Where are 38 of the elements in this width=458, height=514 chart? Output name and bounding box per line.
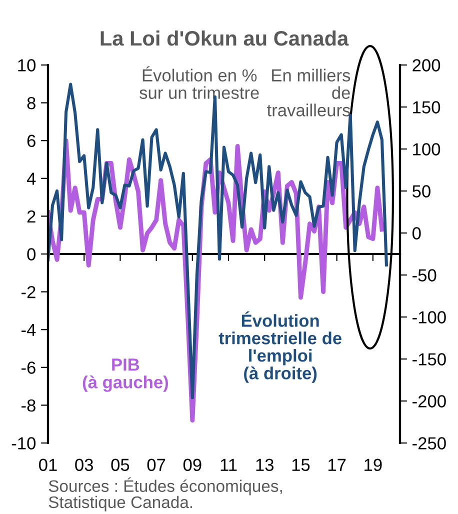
x-tick-label: 01 bbox=[39, 458, 57, 472]
x-tick-label: 15 bbox=[292, 458, 310, 472]
y-tick-label: -8 bbox=[22, 399, 36, 412]
chart-title: La Loi d'Okun au Canada bbox=[100, 30, 349, 46]
y2-tick-label: -250 bbox=[412, 437, 446, 450]
annotation: En milliers de travailleurs bbox=[267, 68, 350, 116]
x-tick-label: 03 bbox=[75, 458, 93, 472]
y-tick-label: -2 bbox=[22, 286, 36, 298]
y2-tick-label: -50 bbox=[412, 269, 436, 282]
y2-tick-label: 0 bbox=[412, 227, 421, 240]
y-tick-label: -6 bbox=[22, 362, 36, 374]
y-tick-label: -10 bbox=[12, 437, 36, 450]
y-tick-label: 4 bbox=[26, 172, 36, 185]
source-note: Sources : Études économiques, Statistique Canada. bbox=[48, 477, 282, 512]
x-tick-label: 07 bbox=[147, 458, 166, 472]
y-tick-label: 8 bbox=[27, 96, 36, 110]
y2-tick-label: -100 bbox=[412, 311, 446, 324]
x-tick-label: 13 bbox=[256, 458, 274, 472]
x-tick-label: 11 bbox=[220, 458, 237, 471]
y2-tick-label: -200 bbox=[412, 395, 446, 408]
y2-tick-label: 50 bbox=[412, 185, 430, 198]
y-tick-label: -4 bbox=[22, 324, 36, 336]
y-tick-label: 10 bbox=[18, 59, 36, 72]
y-tick-label: 2 bbox=[27, 210, 36, 222]
annotation: PIB (à gauche) bbox=[82, 358, 168, 392]
x-tick-label: 19 bbox=[364, 458, 382, 472]
y-tick-label: 6 bbox=[27, 134, 36, 148]
annotation: Évolution en % sur un trimestre bbox=[140, 66, 259, 99]
y-tick-label: 0 bbox=[27, 248, 36, 260]
y2-tick-label: 150 bbox=[413, 101, 440, 114]
annotation: Évolution trimestrielle de l'emploi (à droite) bbox=[218, 311, 342, 383]
x-tick-label: 05 bbox=[111, 458, 130, 472]
x-tick-label: 17 bbox=[328, 458, 346, 471]
line-series bbox=[48, 82, 388, 400]
x-tick-label: 09 bbox=[183, 458, 202, 472]
y2-tick-label: -150 bbox=[412, 353, 446, 366]
y2-tick-label: 100 bbox=[413, 143, 440, 156]
y2-tick-label: 200 bbox=[412, 59, 440, 72]
